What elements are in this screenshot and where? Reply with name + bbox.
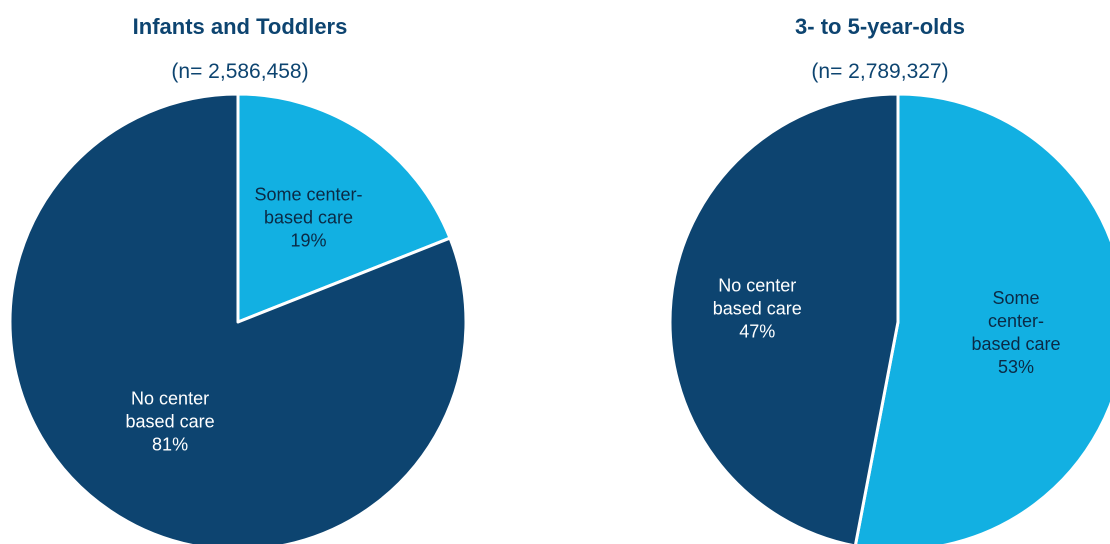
slice-value: 47% [739,321,776,342]
slice-name: Some center- based care [971,288,1061,355]
pie-slice [854,92,1110,544]
chart-title: 3- to 5-year-olds [795,14,965,39]
pie-chart-infants-toddlers: Infants and Toddlers (n= 2,586,458) Some… [0,0,480,544]
slice-name: No center based care [125,388,215,432]
chart-subtitle: (n= 2,789,327) [811,60,949,83]
pie-svg [8,92,468,544]
slice-value: 53% [998,357,1035,378]
slice-label: No center based care 81% [126,387,215,456]
slice-label: Some center- based care 19% [254,184,362,253]
slice-value: 81% [152,434,189,455]
slice-name: No center based care [712,275,802,319]
pie-slice [8,92,468,544]
pie-svg [668,92,1110,544]
pie-slice [236,92,452,324]
pie-chart-3-to-5-year-olds: 3- to 5-year-olds (n= 2,789,327) Some ce… [650,0,1110,544]
slice-name: Some center- based care [254,184,363,228]
pie-slice [668,92,900,544]
slice-label: No center based care 47% [713,274,802,343]
chart-subtitle: (n= 2,586,458) [171,60,309,83]
chart-title: Infants and Toddlers [132,14,348,39]
slice-value: 19% [290,230,327,251]
slice-label: Some center- based care 53% [972,287,1061,379]
